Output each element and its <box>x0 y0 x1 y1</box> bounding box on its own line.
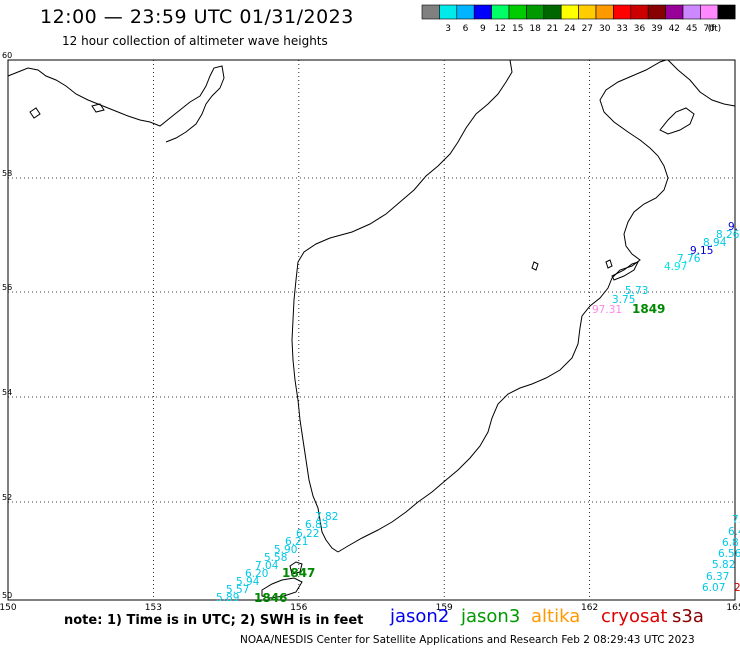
coastline <box>7 59 736 599</box>
wave-height-label: 7.04 <box>255 560 279 572</box>
satellite-legend-jason2: jason2 <box>390 606 450 627</box>
wave-height-label: 5.57 <box>226 584 249 596</box>
satellite-legend-s3a: s3a <box>672 606 704 627</box>
latitude-label: 58 <box>2 169 12 178</box>
wave-height-label: 6.37 <box>706 571 729 583</box>
lat-lon-grid <box>8 60 735 600</box>
color-scale-label: 12 <box>495 24 506 34</box>
wave-height-label: 7.76 <box>677 253 701 265</box>
longitude-label: 156 <box>290 603 307 613</box>
wave-height-label: 7.82 <box>315 511 338 523</box>
latitude-label: 50 <box>2 591 12 600</box>
wave-height-label: 5.94 <box>236 576 260 588</box>
wave-height-label: 6.83 <box>305 519 328 531</box>
pass-time-label: 1846 <box>254 591 287 605</box>
wave-height-label: 5.90 <box>274 544 297 556</box>
color-scale-label: 45 <box>686 24 697 34</box>
wave-height-label: 6.8 <box>722 537 739 549</box>
axis-labels: 150 153 156 159 162 165 60 58 56 54 52 50 <box>0 51 740 613</box>
color-scale-label: 21 <box>547 24 558 34</box>
wave-height-label: 7. <box>732 514 740 526</box>
color-scale-label: 27 <box>582 24 593 34</box>
wave-height-label: 5.58 <box>264 552 287 564</box>
observation-layer: 7.826.836.226.215.905.587.046.205.945.57… <box>216 221 740 605</box>
satellite-legend-cryosat: cryosat <box>601 606 668 627</box>
longitude-label: 150 <box>0 603 17 613</box>
pass-time-label: 1849 <box>632 302 665 316</box>
latitude-label: 60 <box>2 51 12 60</box>
wave-height-label: 3.75 <box>612 294 635 306</box>
latitude-label: 56 <box>2 283 12 292</box>
color-scale-label: 15 <box>512 24 523 34</box>
color-scale-swatch <box>717 4 736 20</box>
credit-line: NOAA/NESDIS Center for Satellite Applica… <box>240 634 695 646</box>
color-scale-label: 33 <box>616 24 627 34</box>
map-frame <box>7 59 736 601</box>
longitude-label: 159 <box>436 603 453 613</box>
color-scale-label: 6 <box>463 24 469 34</box>
wave-height-color-scale: 3 6 9 12 15 18 21 24 27 30 33 36 39 42 45 70(ft) <box>421 4 736 34</box>
color-scale-unit: (ft) <box>708 24 722 34</box>
footer-note: note: 1) Time is in UTC; 2) SWH is in fe… <box>64 613 364 628</box>
longitude-label: 162 <box>581 603 598 613</box>
wave-height-label: 6.4 <box>728 526 740 538</box>
wave-height-label: 6.21 <box>285 536 308 548</box>
wave-height-label: 9.15 <box>690 245 713 257</box>
longitude-label: 165 <box>726 603 740 613</box>
map-subtitle: 12 hour collection of altimeter wave hei… <box>62 34 328 48</box>
color-scale-label: 18 <box>529 24 541 34</box>
map-title: 12:00 — 23:59 UTC 01/31/2023 <box>40 6 354 28</box>
color-scale-label: 9 <box>480 24 486 34</box>
wave-height-label: 5.89 <box>216 592 239 604</box>
color-scale-label: 39 <box>651 24 663 34</box>
color-scale-label: 70 <box>703 24 715 34</box>
pass-time-label: 1847 <box>282 566 315 580</box>
wave-height-label: 9. <box>728 221 738 233</box>
color-scale-label: 3 <box>445 24 451 34</box>
wave-height-label: 5.73 <box>625 285 648 297</box>
wave-height-label: 6.20 <box>245 568 268 580</box>
wave-height-label: 8.94 <box>703 237 727 249</box>
wave-height-label: 8.26 <box>716 229 740 241</box>
wave-height-label: 4.97 <box>664 261 687 273</box>
longitude-label: 153 <box>145 603 162 613</box>
wave-height-label: 6.56 <box>718 548 740 560</box>
wave-height-label: 2 <box>734 582 740 594</box>
satellite-legend-jason3: jason3 <box>461 606 521 627</box>
satellite-legend-altika: altika <box>531 606 581 627</box>
color-scale-label: 30 <box>599 24 611 34</box>
color-scale-label: 42 <box>669 24 680 34</box>
latitude-label: 54 <box>2 388 12 397</box>
wave-height-label: 6.22 <box>296 528 319 540</box>
color-scale-label: 24 <box>564 24 576 34</box>
latitude-label: 52 <box>2 493 12 502</box>
wave-height-label: 97.31 <box>592 304 622 316</box>
wave-height-label: 6.07 <box>702 582 725 594</box>
color-scale-label: 36 <box>634 24 646 34</box>
wave-height-label: 5.82 <box>712 559 735 571</box>
